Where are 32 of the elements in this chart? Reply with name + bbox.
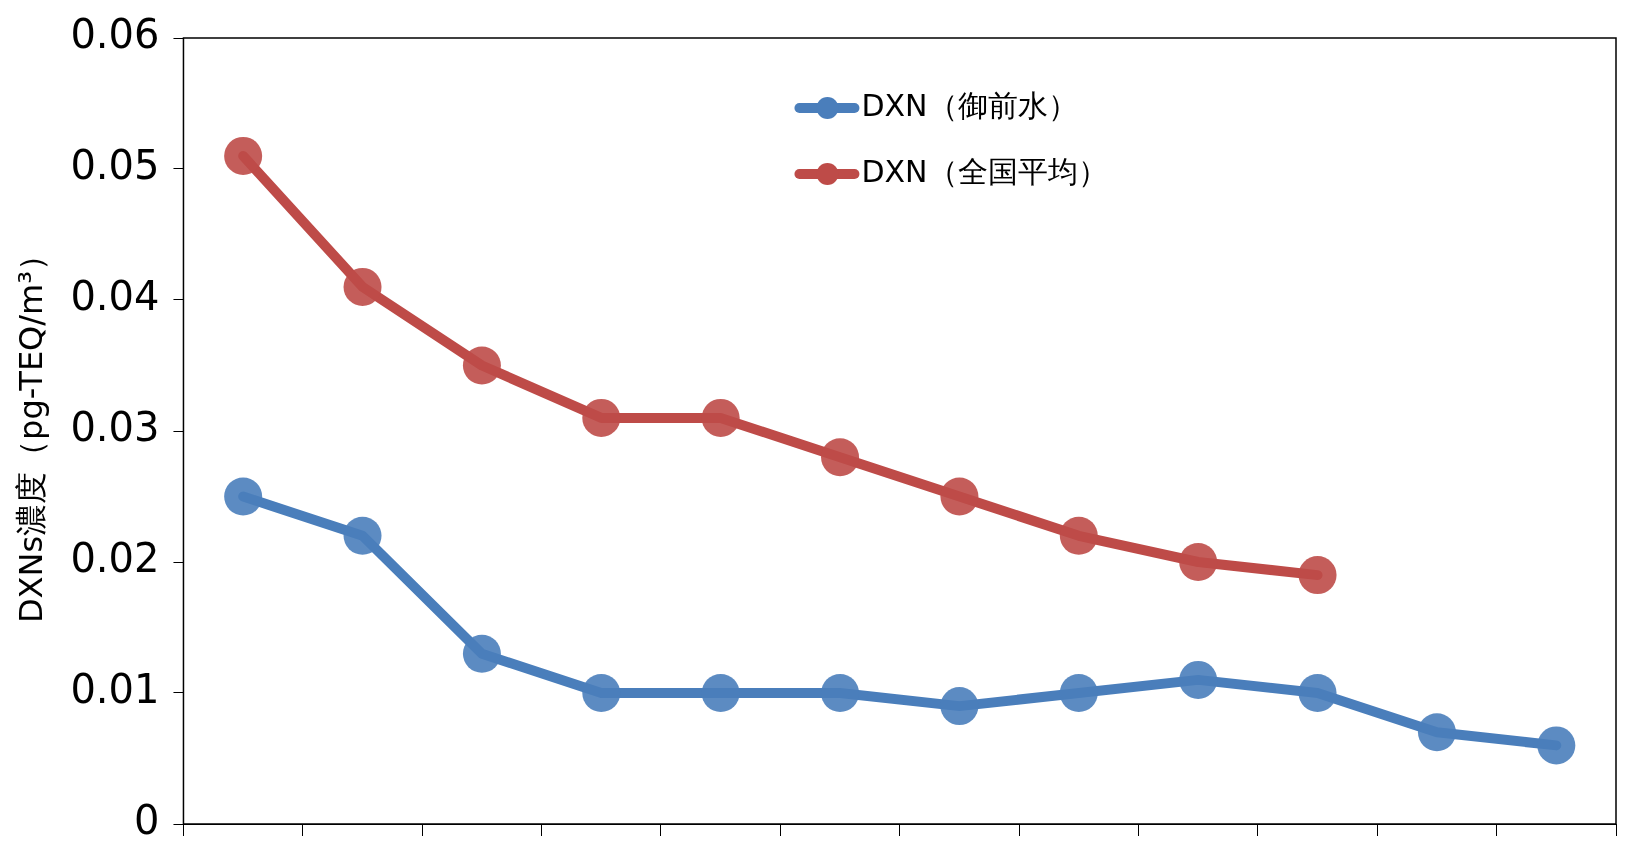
point xyxy=(224,136,263,175)
point xyxy=(1059,674,1098,712)
legend-label: DXN（全国平均） xyxy=(861,153,1108,189)
y-tick-label: 0 xyxy=(134,797,160,844)
y-tick-label: 0.04 xyxy=(70,273,160,320)
point xyxy=(821,438,860,477)
y-tick-label: 0.05 xyxy=(70,142,160,189)
point xyxy=(701,398,740,437)
point xyxy=(1537,726,1576,765)
point xyxy=(343,267,382,306)
point xyxy=(940,477,979,516)
point xyxy=(1298,556,1337,595)
point xyxy=(821,674,860,712)
point xyxy=(582,674,621,712)
point xyxy=(701,674,740,712)
point xyxy=(1179,543,1218,581)
point xyxy=(224,477,263,516)
point xyxy=(582,398,621,437)
legend-label: DXN（御前水） xyxy=(861,87,1078,123)
y-tick-label: 0.02 xyxy=(70,535,160,582)
point xyxy=(462,346,501,385)
y-tick-label: 0.06 xyxy=(70,11,160,58)
point xyxy=(1059,516,1098,555)
y-axis-title: DXNs濃度（pg-TEQ/m³） xyxy=(11,238,50,624)
point xyxy=(343,516,382,555)
point xyxy=(1417,713,1456,752)
point xyxy=(940,687,979,726)
point xyxy=(1179,660,1218,699)
y-tick-label: 0.01 xyxy=(70,666,160,713)
point xyxy=(1298,674,1337,712)
point xyxy=(462,634,501,673)
y-tick-label: 0.03 xyxy=(70,404,160,451)
